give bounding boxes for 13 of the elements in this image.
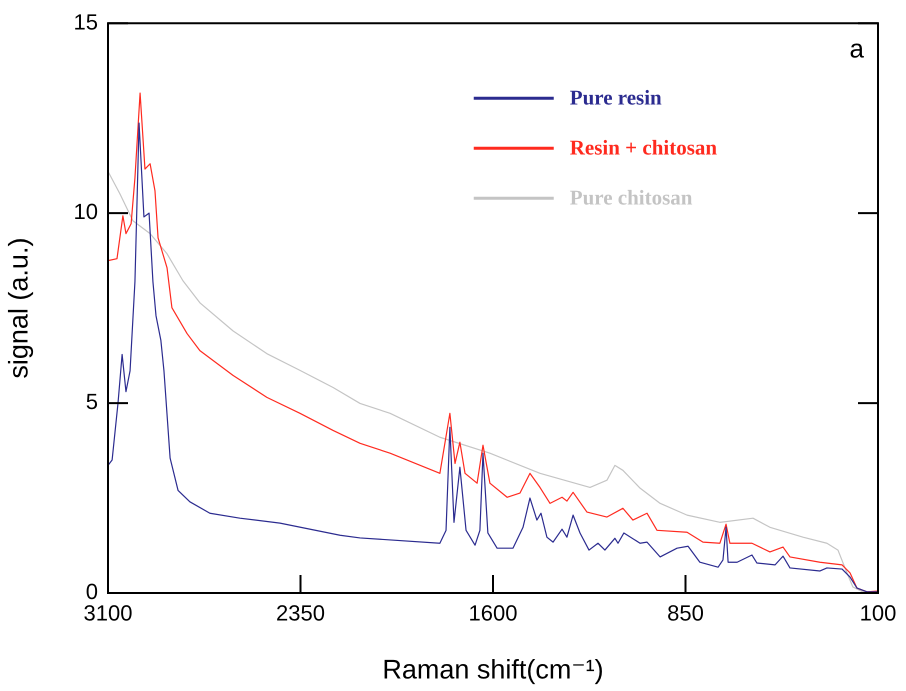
x-tick-label: 1600	[468, 600, 518, 626]
y-tick-label: 15	[74, 9, 98, 34]
x-axis-title: Raman shift(cm⁻¹)	[382, 654, 604, 684]
x-tick-label: 2350	[276, 600, 325, 626]
legend-label: Pure chitosan	[570, 186, 693, 210]
legend-label: Resin + chitosan	[570, 136, 718, 160]
x-tick-label: 100	[860, 600, 896, 626]
annotation: a	[850, 33, 865, 64]
y-axis-title: signal (a.u.)	[4, 238, 34, 379]
legend-label: Pure resin	[570, 86, 662, 110]
y-tick-label: 5	[86, 389, 98, 414]
y-tick-label: 10	[74, 199, 98, 224]
x-tick-label: 850	[667, 600, 704, 626]
